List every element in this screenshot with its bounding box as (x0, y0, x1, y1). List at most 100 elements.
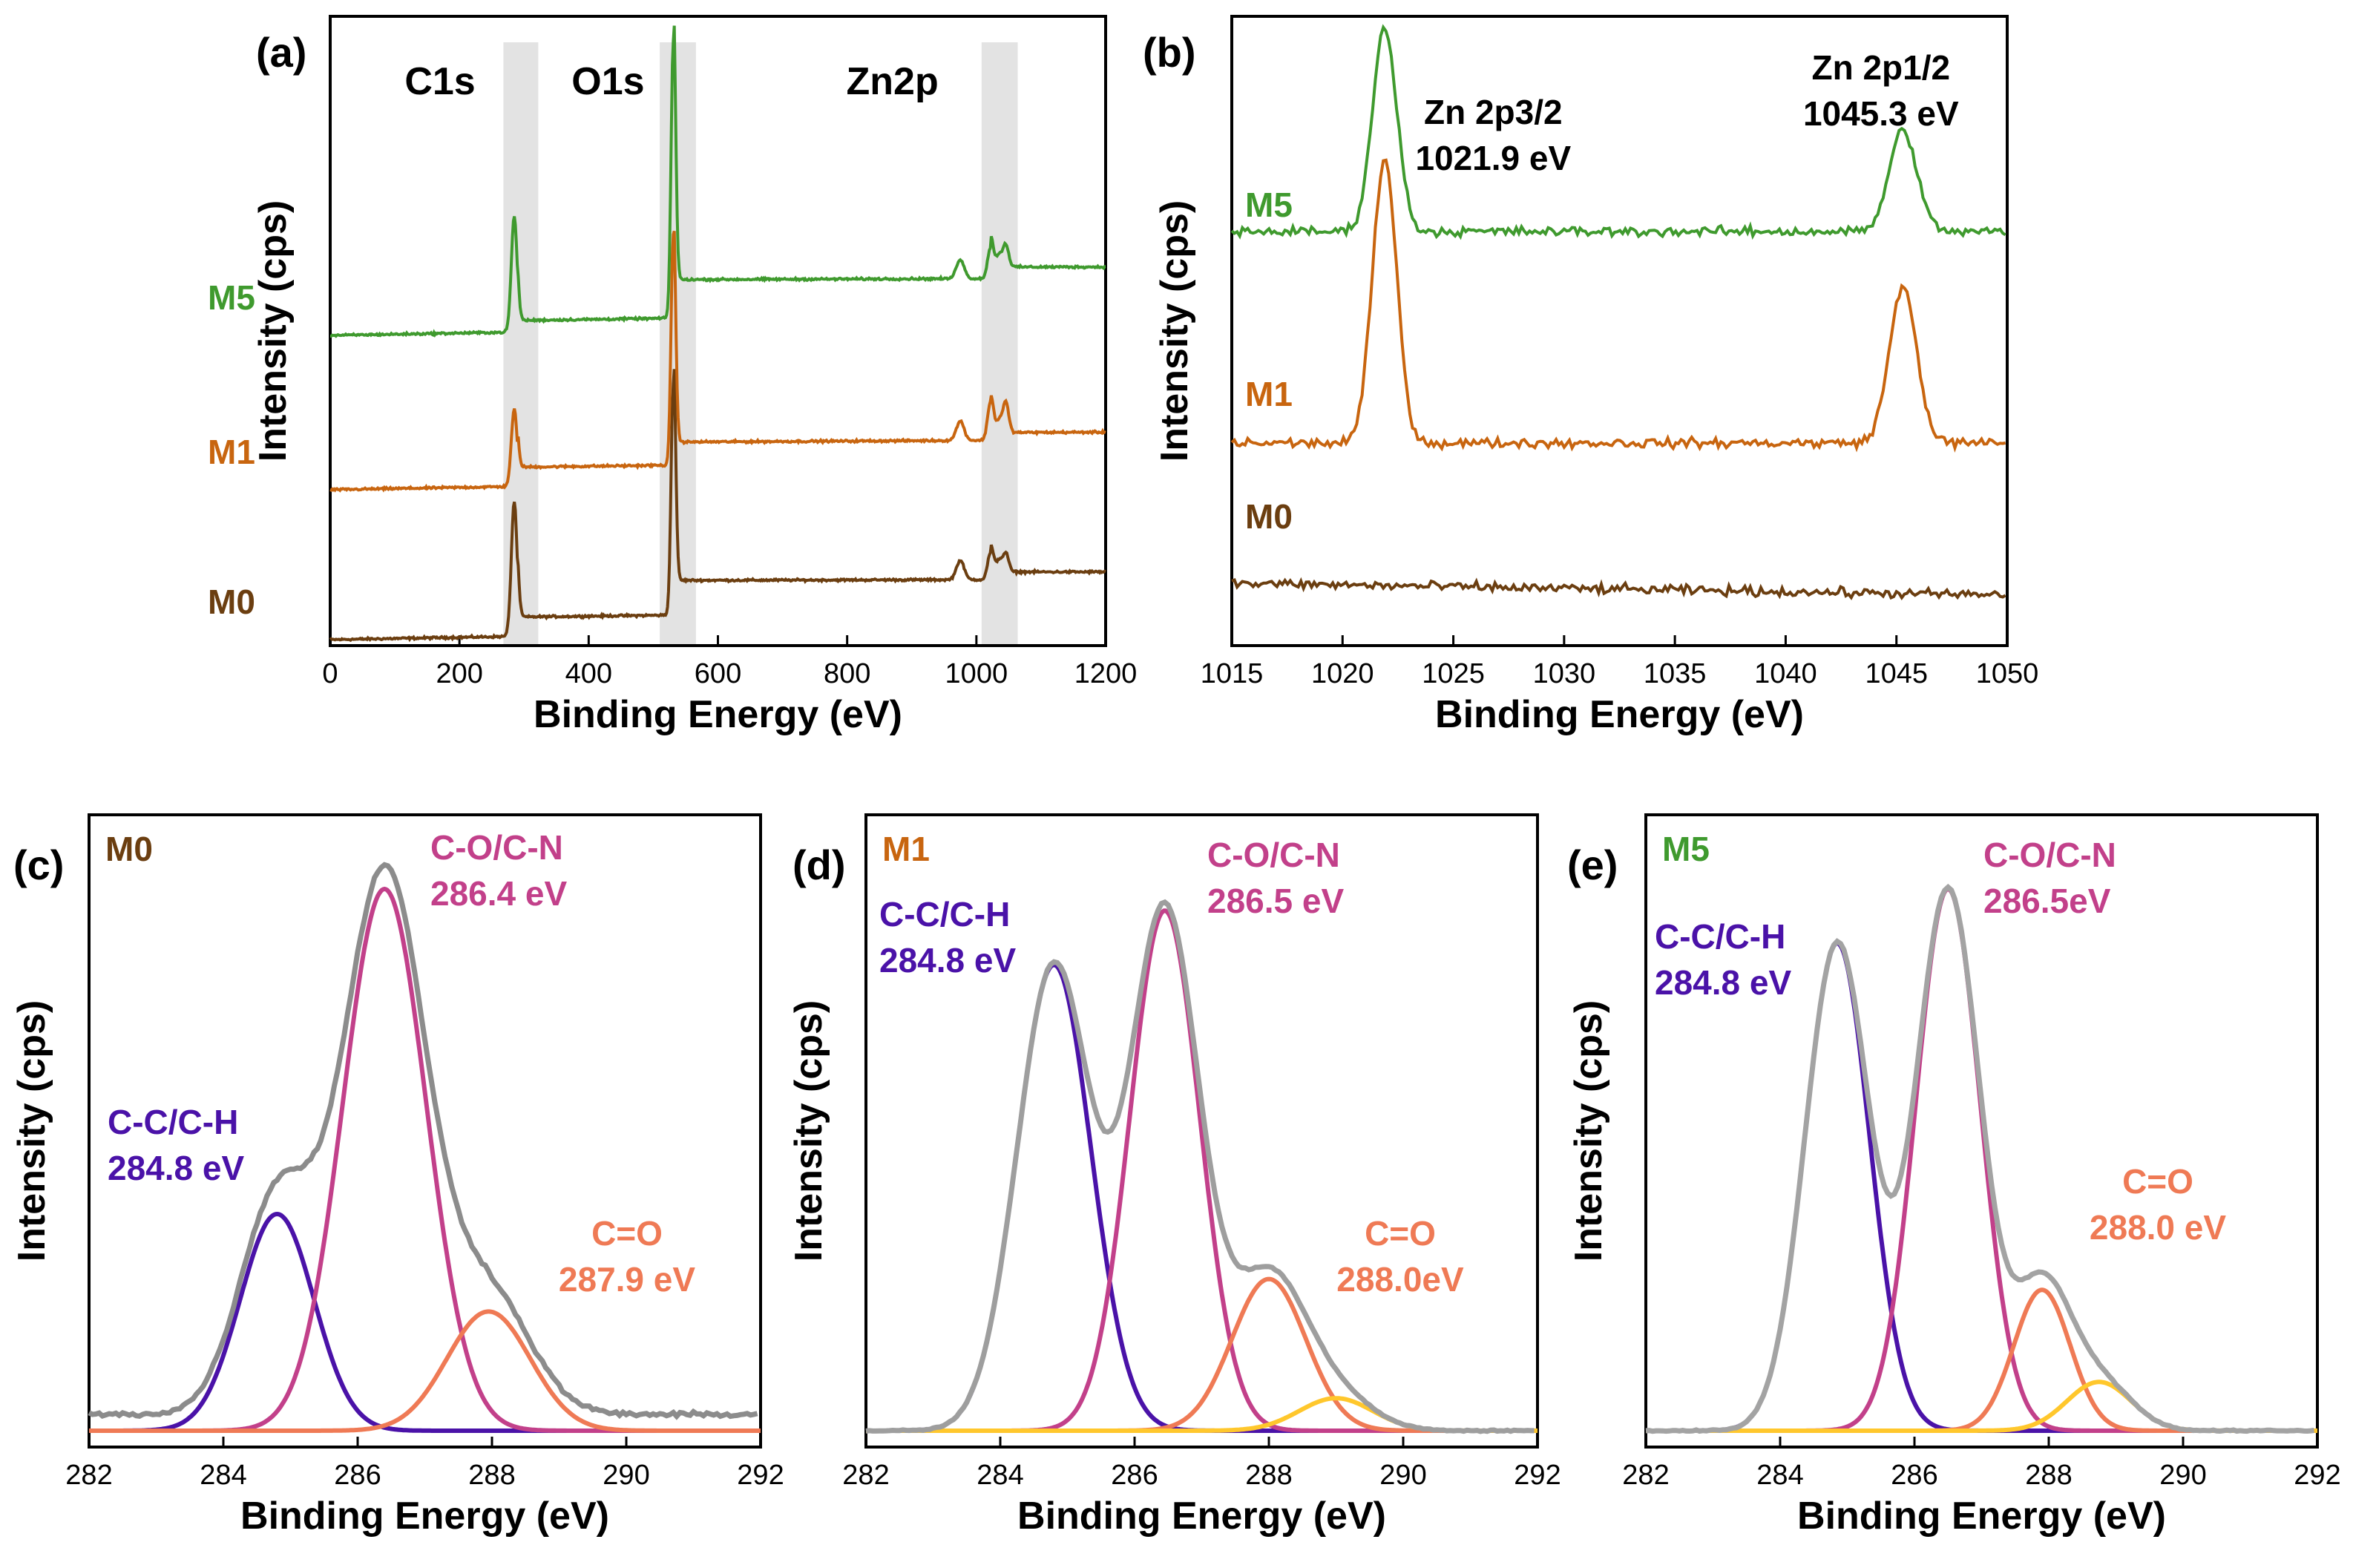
e-x-tick-label-290: 290 (2159, 1460, 2206, 1491)
d-envelope-line (865, 899, 1535, 1434)
d-x-tick-label-288: 288 (1245, 1460, 1292, 1491)
d-component-label-line2-2: 288.0eV (1336, 1260, 1464, 1299)
c-component-label-line2-1: 286.4 eV (430, 874, 567, 913)
c-y-axis-title: Intensity (cps) (10, 1000, 53, 1262)
d-x-tick-label-292: 292 (1514, 1460, 1561, 1491)
d-x-tick-label-286: 286 (1111, 1460, 1158, 1491)
a-region-label-1: O1s (571, 60, 644, 103)
panel-c-c1s-m0: 282 284 286 288 290 292 Binding Energy (eV) Int… (10, 813, 784, 1538)
a-series-label-M1: M1 (208, 433, 255, 471)
b-series-line-M0 (1231, 577, 2006, 600)
d-x-tick-label-282: 282 (842, 1460, 889, 1491)
d-component-label-line1-0: C-C/C-H (879, 895, 1010, 934)
a-region-label-0: C1s (404, 60, 475, 103)
c-panel-label: (c) (13, 842, 64, 888)
e-panel-label: (e) (1567, 842, 1618, 888)
e-y-axis-title: Intensity (cps) (1567, 1000, 1610, 1262)
a-panel-label: (a) (256, 29, 306, 76)
a-y-axis-title: Intensity (cps) (252, 200, 295, 462)
a-series-line-M5 (329, 25, 1106, 338)
b-x-tick-label-1050: 1050 (1976, 658, 2039, 689)
c-x-tick-label-282: 282 (65, 1460, 112, 1491)
b-series-line-M1 (1230, 158, 2006, 453)
c-component-label-line1-0: C-C/C-H (108, 1103, 238, 1141)
e-component-label-line1-2: C=O (2122, 1162, 2193, 1201)
e-component-label-line2-1: 286.5eV (1983, 882, 2111, 920)
a-series-label-M5: M5 (208, 278, 255, 317)
panel-e-c1s-m5: 282 284 286 288 290 292 Binding Energy (eV) Int… (1567, 813, 2341, 1538)
a-shaded-region-0 (503, 42, 539, 646)
a-x-tick-label-1000: 1000 (945, 658, 1008, 689)
c-sample-label: M0 (105, 830, 153, 868)
e-x-tick-label-288: 288 (2025, 1460, 2072, 1491)
e-x-tick-label-282: 282 (1622, 1460, 1669, 1491)
a-shaded-region-2 (981, 42, 1018, 646)
e-component-label-line1-0: C-C/C-H (1655, 917, 1785, 956)
e-plot-frame (1644, 813, 2319, 1449)
a-x-axis-title: Binding Energy (eV) (534, 693, 902, 736)
e-envelope-line (1645, 883, 2314, 1434)
b-x-tick-label-1035: 1035 (1644, 658, 1707, 689)
c-x-tick-label-286: 286 (334, 1460, 381, 1491)
c-component-line-2 (89, 1309, 761, 1433)
a-x-tick-label-200: 200 (436, 658, 482, 689)
d-component-label-line2-1: 286.5 eV (1207, 882, 1344, 920)
b-x-tick-label-1020: 1020 (1311, 658, 1374, 689)
a-x-tick-label-800: 800 (824, 658, 870, 689)
c-envelope-line (88, 862, 758, 1420)
e-component-label-line2-2: 288.0 eV (2090, 1208, 2226, 1247)
b-x-tick-label-1040: 1040 (1754, 658, 1817, 689)
d-component-line-2 (866, 1276, 1538, 1433)
e-component-line-0 (1646, 941, 2317, 1433)
c-component-label-line1-2: C=O (591, 1214, 663, 1253)
a-series-line-M1 (329, 230, 1106, 493)
d-y-axis-title: Intensity (cps) (787, 1000, 830, 1262)
d-x-tick-label-284: 284 (977, 1460, 1023, 1491)
e-sample-label: M5 (1662, 830, 1710, 868)
b-x-tick-label-1025: 1025 (1422, 658, 1485, 689)
c-component-label-line2-2: 287.9 eV (559, 1260, 695, 1299)
d-component-line-1 (866, 908, 1538, 1433)
b-series-line-M5 (1230, 24, 2006, 240)
c-x-tick-label-290: 290 (603, 1460, 649, 1491)
a-x-tick-label-600: 600 (695, 658, 741, 689)
e-x-tick-label-284: 284 (1756, 1460, 1803, 1491)
e-x-tick-label-292: 292 (2294, 1460, 2340, 1491)
d-plot-frame (864, 813, 1539, 1449)
c-x-tick-label-292: 292 (737, 1460, 784, 1491)
d-x-axis-title: Binding Energy (eV) (1017, 1495, 1386, 1538)
panel-d-c1s-m1: 282 284 286 288 290 292 Binding Energy (eV) Int… (787, 813, 1561, 1538)
a-series-label-M0: M0 (208, 583, 255, 621)
b-plot-frame (1230, 15, 2009, 647)
b-peak-annotation-line1-1: Zn 2p1/2 (1812, 48, 1951, 87)
a-series-line-M0 (329, 369, 1106, 643)
a-x-tick-label-1200: 1200 (1074, 658, 1138, 689)
a-region-label-2: Zn2p (847, 60, 939, 103)
b-series-label-M5: M5 (1245, 186, 1293, 224)
b-x-tick-label-1030: 1030 (1533, 658, 1596, 689)
b-series-label-M0: M0 (1245, 497, 1293, 536)
c-plot-frame (88, 813, 762, 1449)
b-x-axis-title: Binding Energy (eV) (1435, 693, 1804, 736)
b-peak-annotation-line1-0: Zn 2p3/2 (1424, 93, 1563, 131)
c-x-tick-label-284: 284 (200, 1460, 246, 1491)
b-x-tick-label-1045: 1045 (1865, 658, 1928, 689)
e-component-line-2 (1646, 1287, 2317, 1433)
b-y-axis-title: Intensity (cps) (1153, 200, 1196, 462)
d-component-label-line1-2: C=O (1365, 1214, 1436, 1253)
d-component-label-line2-0: 284.8 eV (879, 941, 1016, 980)
e-component-label-line2-0: 284.8 eV (1655, 963, 1791, 1002)
c-x-tick-label-288: 288 (468, 1460, 515, 1491)
c-component-label-line1-1: C-O/C-N (430, 828, 563, 867)
e-x-axis-title: Binding Energy (eV) (1797, 1495, 2166, 1538)
c-x-axis-title: Binding Energy (eV) (240, 1495, 609, 1538)
b-x-tick-label-1015: 1015 (1201, 658, 1264, 689)
b-panel-label: (b) (1143, 29, 1196, 76)
a-x-tick-label-0: 0 (322, 658, 338, 689)
d-panel-label: (d) (792, 842, 846, 888)
panel-b-zn2p-spectra: 1015 1020 1025 1030 1035 1040 1045 1050 Binding … (1143, 15, 2039, 736)
d-sample-label: M1 (882, 830, 930, 868)
b-peak-annotation-line2-0: 1021.9 eV (1415, 139, 1571, 177)
d-component-label-line1-1: C-O/C-N (1207, 836, 1340, 874)
